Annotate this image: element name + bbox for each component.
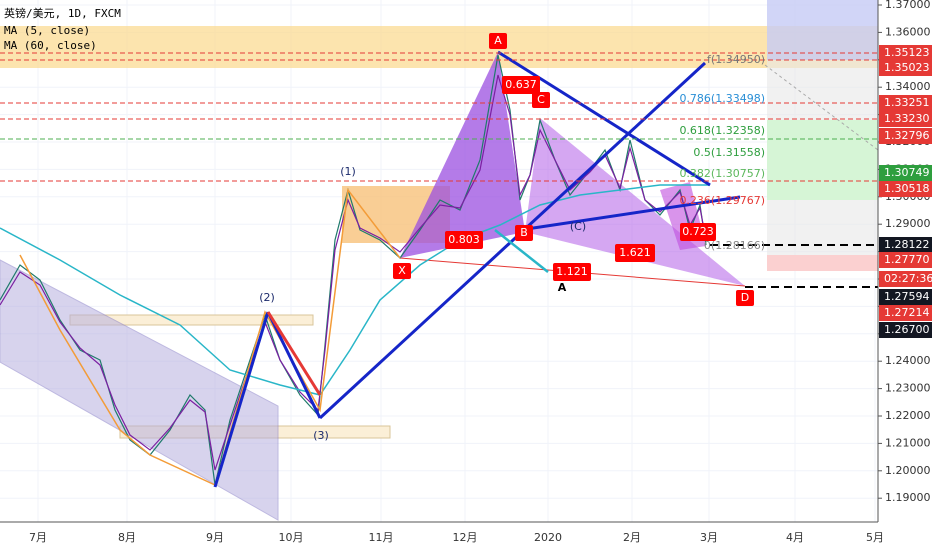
price-badge-label: 1.35123 bbox=[884, 46, 930, 59]
ratio-label: 1.621 bbox=[619, 246, 651, 259]
price-badge bbox=[879, 322, 932, 338]
price-tick-label: 1.19000 bbox=[885, 491, 931, 504]
price-badge bbox=[879, 165, 932, 181]
wave-label: (1) bbox=[340, 165, 356, 178]
time-label: 2月 bbox=[623, 531, 641, 544]
price-badge bbox=[879, 237, 932, 253]
price-badge-label: 1.27594 bbox=[884, 290, 930, 303]
indicator: MA (5, close) bbox=[4, 24, 90, 37]
pattern-point bbox=[393, 263, 411, 279]
price-badge-label: 1.28122 bbox=[884, 238, 930, 251]
price-tick-label: 1.23000 bbox=[885, 382, 931, 395]
wave-label: (C) bbox=[570, 220, 586, 233]
pattern-point bbox=[532, 92, 550, 108]
pattern-point-label: C bbox=[537, 93, 545, 106]
price-badge bbox=[879, 252, 932, 268]
pattern-point-label: X bbox=[398, 264, 406, 277]
fib-label: 0.786(1.33498) bbox=[679, 92, 765, 105]
time-label: 10月 bbox=[279, 531, 304, 544]
ratio-label: 0.803 bbox=[448, 233, 480, 246]
price-badge-label: 1.27770 bbox=[884, 253, 930, 266]
price-badge-label: 1.27214 bbox=[884, 306, 930, 319]
fib-label: 0.618(1.32358) bbox=[679, 124, 765, 137]
ratio-label: 0.723 bbox=[682, 225, 714, 238]
pattern-point bbox=[489, 33, 507, 49]
wave-label: (2) bbox=[259, 291, 275, 304]
time-label: 12月 bbox=[453, 531, 478, 544]
price-badge-label: 02:27:36 bbox=[884, 272, 932, 285]
price-badge bbox=[879, 95, 932, 111]
pattern-point-label: A bbox=[494, 34, 502, 47]
fib-label: 0.236(1.29767) bbox=[679, 194, 765, 207]
pattern-point-label: B bbox=[520, 226, 528, 239]
price-badge bbox=[879, 289, 932, 305]
pattern-point bbox=[736, 290, 754, 306]
price-tick-label: 1.37000 bbox=[885, 0, 931, 11]
time-label: 2020 bbox=[534, 531, 562, 544]
ratio-box bbox=[680, 223, 716, 241]
ratio-box bbox=[615, 244, 655, 262]
price-badge-label: 1.32796 bbox=[884, 129, 930, 142]
symbol-title: 英镑/美元, 1D, FXCM bbox=[4, 6, 121, 20]
big-label: A bbox=[558, 281, 567, 294]
price-tick-label: 1.34000 bbox=[885, 80, 931, 93]
price-badge-label: 1.35023 bbox=[884, 61, 930, 74]
price-badge bbox=[879, 60, 932, 76]
time-label: 4月 bbox=[786, 531, 804, 544]
price-badge-label: 1.33230 bbox=[884, 112, 930, 125]
price-tick-label: 1.21000 bbox=[885, 436, 931, 449]
price-badge-label: 1.33251 bbox=[884, 96, 930, 109]
price-badge bbox=[879, 271, 932, 287]
time-label: 3月 bbox=[700, 531, 718, 544]
ratio-box bbox=[553, 263, 591, 281]
price-badge-label: 1.30518 bbox=[884, 182, 930, 195]
time-label: 11月 bbox=[369, 531, 394, 544]
pattern-point-label: D bbox=[741, 291, 749, 304]
price-badge bbox=[879, 181, 932, 197]
ratio-label: 1.121 bbox=[556, 265, 588, 278]
fib-label: 0(1.28166) bbox=[704, 239, 765, 252]
ratio-label: 0.637 bbox=[505, 78, 537, 91]
time-label: 8月 bbox=[118, 531, 136, 544]
price-badge bbox=[879, 111, 932, 127]
ratio-box bbox=[502, 76, 540, 94]
price-tick-label: 1.24000 bbox=[885, 354, 931, 367]
price-tick-label: 1.36000 bbox=[885, 25, 931, 38]
price-badge-label: 1.26700 bbox=[884, 323, 930, 336]
time-label: 7月 bbox=[29, 531, 47, 544]
ratio-box bbox=[445, 231, 483, 249]
price-tick-label: 1.29000 bbox=[885, 217, 931, 230]
price-tick-label: 1.22000 bbox=[885, 409, 931, 422]
fib-label: f(1.34950) bbox=[707, 53, 765, 66]
time-label: 5月 bbox=[866, 531, 884, 544]
pattern-point bbox=[515, 225, 533, 241]
price-tick-label: 1.20000 bbox=[885, 464, 931, 477]
price-badge bbox=[879, 128, 932, 144]
price-badge-label: 1.30749 bbox=[884, 166, 930, 179]
wave-label: (3) bbox=[313, 429, 329, 442]
time-label: 9月 bbox=[206, 531, 224, 544]
indicator: MA (60, close) bbox=[4, 39, 97, 52]
fib-label: 0.382(1.30757) bbox=[679, 167, 765, 180]
fib-label: 0.5(1.31558) bbox=[693, 146, 765, 159]
price-badge bbox=[879, 305, 932, 321]
price-badge bbox=[879, 45, 932, 61]
